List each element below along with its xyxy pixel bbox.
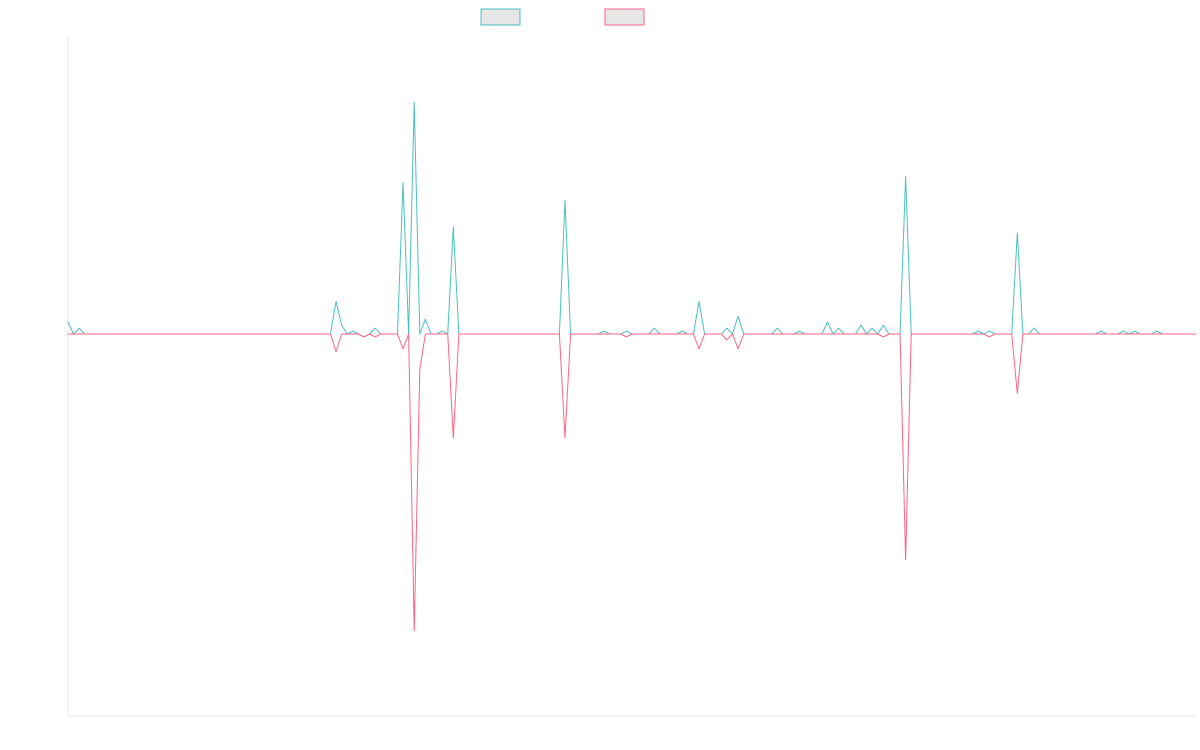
series-line-2 [67, 333, 1197, 632]
legend-swatch-1[interactable] [480, 8, 521, 26]
legend [480, 8, 645, 26]
series-group [67, 101, 1197, 632]
series-line-1 [67, 101, 1197, 338]
legend-swatch-2[interactable] [604, 8, 645, 26]
